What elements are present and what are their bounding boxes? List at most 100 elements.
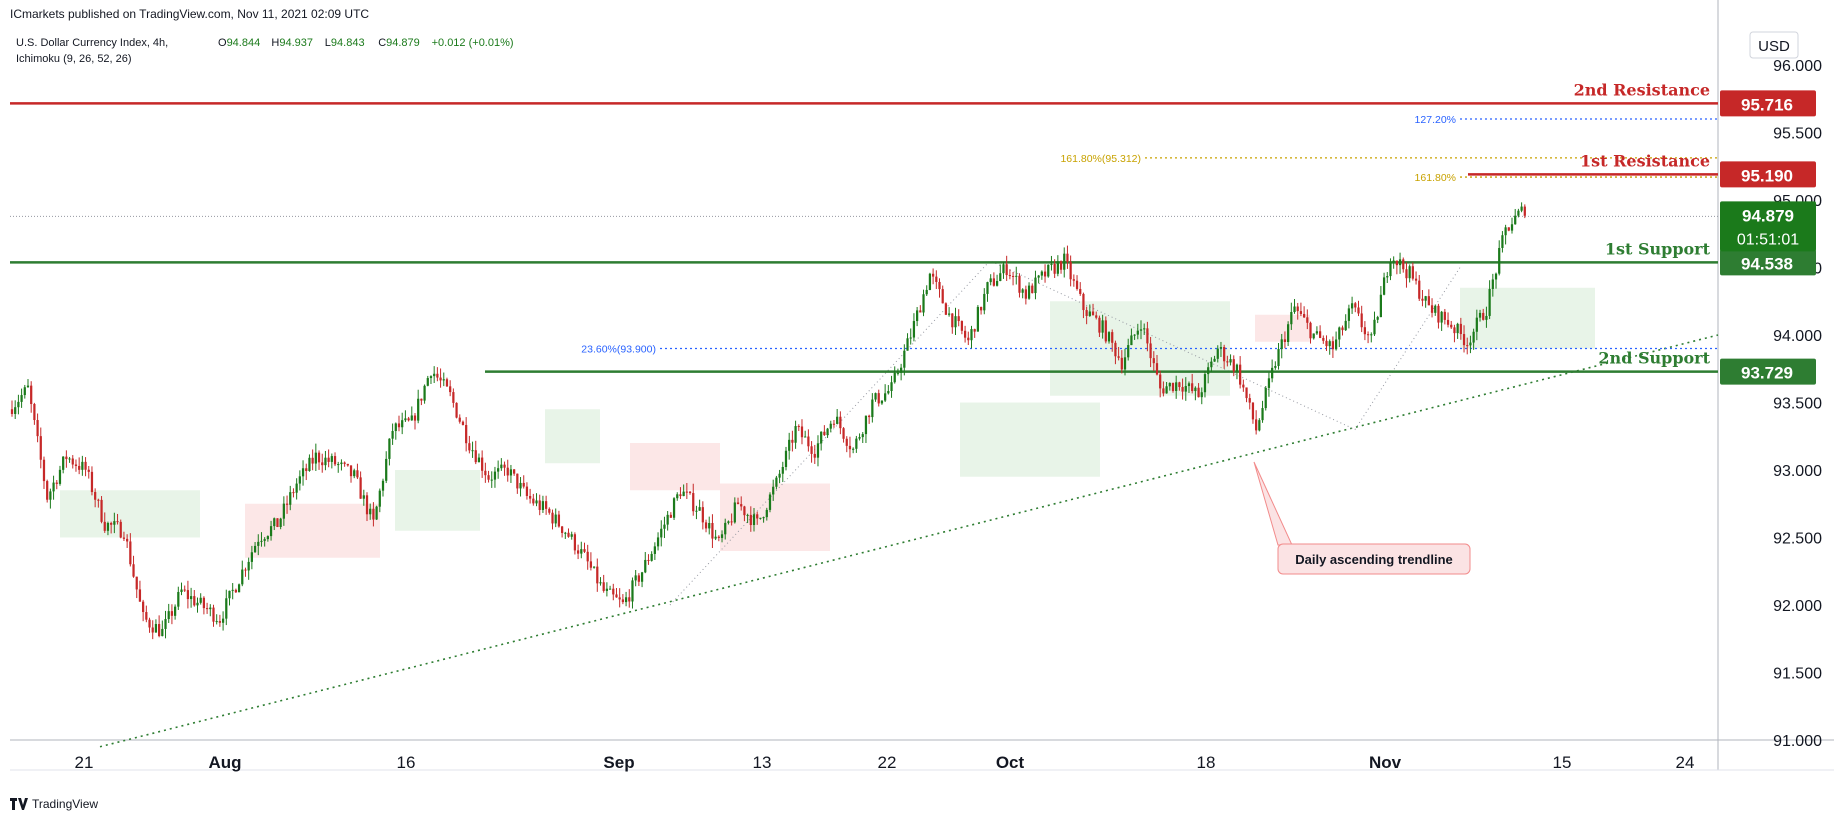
candle-body [122,537,126,539]
candle-body [388,438,391,459]
candle [656,532,660,551]
candle-body [608,588,612,590]
candle [183,585,186,592]
candle-body [1072,279,1075,281]
candle-body [1139,329,1143,331]
candle [481,450,484,478]
candle [1290,302,1293,330]
candle-body [628,597,631,602]
candle-body [237,584,241,593]
candle [599,577,602,586]
candle [1037,274,1040,284]
candle [1072,274,1075,287]
candle-body [1184,386,1187,392]
candle-body [49,491,52,500]
candle-body [557,514,561,527]
candle [650,551,653,562]
candle [372,502,375,527]
candle [529,488,532,504]
candle-body [679,494,682,497]
candle-body [314,452,317,464]
candle [58,465,62,486]
candle-body [145,612,148,620]
candle-body [992,278,996,286]
level-name-0: 2nd Resistance [1574,80,1710,99]
candle [94,488,97,508]
candle-body [212,607,215,622]
candle-body [1462,334,1466,346]
candle [1424,295,1427,308]
candle [180,582,183,596]
candle-body [1293,306,1296,313]
candle-body [640,572,644,582]
candle-body [10,409,14,414]
ichimoku-cloud-4 [630,443,720,491]
candle-body [158,624,161,637]
candle [845,436,848,453]
candle [810,441,813,463]
candle [1338,326,1341,348]
candle-body [471,450,474,452]
candle [36,413,39,443]
candle-body [202,597,206,609]
candle-body [433,373,436,377]
candle-body [1434,305,1437,313]
candle-body [436,373,439,378]
candle [106,521,110,536]
candle-body [445,379,449,387]
candle-body [1338,327,1341,340]
candle-body [420,398,423,401]
candle-body [692,493,695,512]
candle [583,542,586,553]
candle [973,328,976,338]
candle-body [1159,374,1162,389]
candle [826,427,829,438]
candle [925,285,928,297]
candle-body [672,498,676,518]
candle [749,506,752,532]
candle [900,363,903,381]
fib-label-1: 161.80%(95.312) [1060,153,1141,165]
candle [615,588,618,598]
candle [880,400,884,405]
candle-body [548,508,551,513]
candle [337,461,340,473]
candle-body [1152,358,1155,364]
candle-body [858,437,861,439]
candle [420,398,423,406]
candle [541,495,545,513]
candle-body [142,601,145,613]
candle [909,328,912,345]
candle [362,489,365,506]
candle [433,366,436,384]
candle-body [196,602,199,606]
candle [1031,283,1034,294]
candle [1514,208,1517,225]
candle-body [180,589,183,592]
candle-body [442,379,445,381]
candle [775,475,778,490]
candle [445,377,449,387]
candle-body [1430,305,1434,313]
price-chart[interactable]: U.S. Dollar Currency Index, 4h, Ichimoku … [0,0,1834,790]
candle [490,471,493,488]
candle [295,478,298,500]
candle-body [474,450,477,463]
candle [225,589,228,626]
candle-body [468,443,471,451]
candle [314,443,317,471]
candle-body [439,377,442,381]
candle-body [17,401,20,408]
ohlc-value-2: L94.843 [325,37,365,49]
candle-body [228,590,231,599]
candle-body [1085,310,1088,316]
candle-body [564,532,567,534]
candle [1050,255,1053,271]
candle [765,507,768,521]
candle [1165,381,1168,394]
candle-body [1200,392,1203,398]
candle-body [1421,298,1424,301]
candle-body [1082,293,1085,311]
candle-body [1302,313,1306,318]
candle [1027,282,1031,300]
